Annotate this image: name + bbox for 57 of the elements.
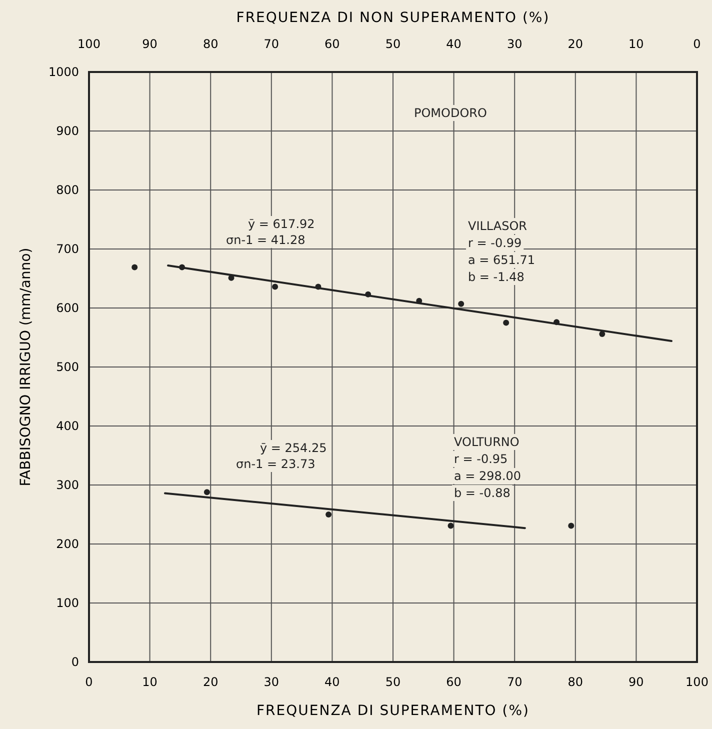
point — [272, 284, 278, 290]
y-tick-label: 500 — [56, 360, 79, 374]
x-tick-label: 90 — [628, 675, 644, 689]
point — [458, 300, 464, 307]
x2-tick-label: 0 — [693, 37, 701, 51]
y-tick-label: 0 — [71, 655, 79, 669]
x2-tick-label: 100 — [78, 37, 100, 51]
x2-axis-title: FREQUENZA DI NON SUPERAMENTO (%) — [236, 10, 550, 26]
y-axis-title: FABBISOGNO IRRIGUO (mm/anno) — [18, 248, 34, 486]
annotation: b = -1.48 — [468, 270, 524, 284]
x-axis-title: FREQUENZA DI SUPERAMENTO (%) — [256, 703, 530, 719]
y-tick-label: 200 — [56, 537, 79, 551]
annotation: POMODORO — [414, 106, 487, 120]
x-tick-label: 100 — [686, 675, 708, 689]
y-tick-label: 1000 — [48, 65, 79, 79]
y-tick-label: 700 — [56, 242, 79, 256]
y-tick-label: 400 — [56, 419, 79, 433]
annotation: ȳ = 617.92 — [248, 217, 315, 231]
annotation: r = -0.99 — [468, 236, 522, 250]
annotation: VOLTURNO — [454, 435, 520, 449]
point — [568, 522, 574, 529]
y-tick-label: 900 — [56, 124, 79, 138]
x2-tick-label: 80 — [202, 37, 218, 51]
point — [503, 320, 510, 326]
y-tick-label: 100 — [56, 596, 79, 610]
x-tick-label: 20 — [202, 675, 218, 689]
annotation: a = 651.71 — [468, 253, 536, 267]
annotation: VILLASOR — [468, 219, 528, 233]
x-tick-label: 70 — [506, 675, 522, 689]
x-tick-label: 30 — [264, 675, 280, 689]
x2-tick-label: 30 — [506, 37, 522, 51]
point — [448, 522, 454, 529]
y-tick-label: 300 — [56, 478, 79, 492]
annotation: σn-1 = 23.73 — [236, 457, 316, 471]
x2-tick-label: 90 — [142, 37, 158, 51]
x2-tick-label: 50 — [385, 37, 401, 51]
annotation: σn-1 = 41.28 — [226, 233, 306, 247]
point — [132, 264, 138, 270]
x-tick-label: 60 — [446, 675, 462, 689]
x2-tick-label: 10 — [628, 37, 644, 51]
annotation: a = 298.00 — [454, 469, 522, 483]
annotation: ȳ = 254.25 — [260, 441, 327, 455]
x2-tick-label: 60 — [324, 37, 340, 51]
y-tick-label: 800 — [56, 183, 79, 197]
x-tick-label: 40 — [324, 675, 340, 689]
x2-tick-label: 40 — [446, 37, 462, 51]
annotation: r = -0.95 — [454, 452, 508, 466]
x2-tick-label: 20 — [568, 37, 584, 51]
x-tick-label: 50 — [385, 675, 401, 689]
x-tick-label: 0 — [85, 675, 93, 689]
annotation: b = -0.88 — [454, 486, 510, 500]
x2-tick-label: 70 — [264, 37, 280, 51]
point — [326, 512, 332, 518]
point — [204, 489, 210, 496]
x-tick-label: 10 — [142, 675, 158, 689]
y-tick-label: 600 — [56, 301, 79, 315]
x-tick-label: 80 — [568, 675, 584, 689]
